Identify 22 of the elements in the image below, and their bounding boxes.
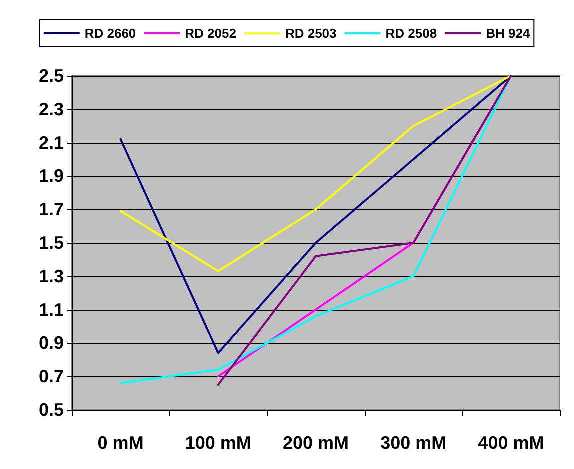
y-tick-label: 0.5 xyxy=(38,400,64,420)
y-tick-label: 0.9 xyxy=(38,333,64,354)
y-tick-label: 1.3 xyxy=(38,266,64,286)
x-tick-label: 400 mM xyxy=(478,433,544,453)
y-tick-label: 2.5 xyxy=(38,66,64,86)
y-tick-label: 0.7 xyxy=(38,366,64,387)
y-tick-label: 1.9 xyxy=(38,166,64,186)
y-tick-label: 1.1 xyxy=(38,300,64,320)
x-tick-label: 0 mM xyxy=(98,433,144,453)
x-tick-label: 300 mM xyxy=(380,433,447,453)
legend-label: RD 2052 xyxy=(185,26,236,41)
legend-label: BH 924 xyxy=(486,26,531,41)
y-tick-label: 2.1 xyxy=(38,132,64,153)
x-tick-label: 200 mM xyxy=(282,433,350,453)
legend-label: RD 2503 xyxy=(285,26,337,41)
line-series xyxy=(120,75,512,272)
legend-label: RD 2660 xyxy=(84,26,136,41)
legend-label: RD 2508 xyxy=(386,26,438,41)
y-tick-label: 2.3 xyxy=(38,99,64,120)
y-tick-label: 1.7 xyxy=(38,200,64,220)
x-tick-label: 100 mM xyxy=(185,433,252,453)
y-tick-label: 1.5 xyxy=(38,233,64,253)
